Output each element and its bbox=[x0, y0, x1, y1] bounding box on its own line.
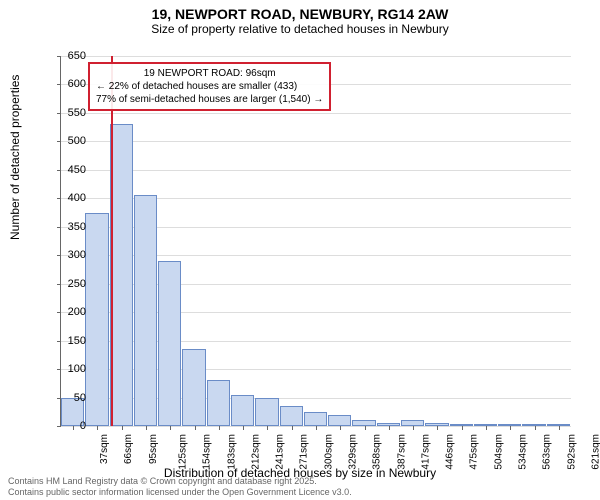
xtick-label: 183sqm bbox=[226, 434, 237, 470]
annotation-line3: 77% of semi-detached houses are larger (… bbox=[96, 93, 323, 106]
xtick-mark bbox=[146, 426, 147, 430]
ytick-label: 200 bbox=[56, 306, 86, 318]
ytick-label: 650 bbox=[56, 50, 86, 62]
xtick-label: 387sqm bbox=[396, 434, 407, 470]
xtick-label: 446sqm bbox=[445, 434, 456, 470]
xtick-label: 504sqm bbox=[493, 434, 504, 470]
xtick-mark bbox=[437, 426, 438, 430]
marker-line bbox=[111, 56, 113, 426]
annotation-line2: ← 22% of detached houses are smaller (43… bbox=[96, 80, 323, 93]
xtick-mark bbox=[97, 426, 98, 430]
gridline bbox=[61, 141, 571, 142]
ytick-label: 350 bbox=[56, 221, 86, 233]
xtick-mark bbox=[535, 426, 536, 430]
ytick-label: 250 bbox=[56, 278, 86, 290]
gridline bbox=[61, 113, 571, 114]
histogram-bar bbox=[207, 380, 230, 426]
xtick-label: 534sqm bbox=[518, 434, 529, 470]
chart-subtitle: Size of property relative to detached ho… bbox=[0, 22, 600, 36]
xtick-label: 241sqm bbox=[275, 434, 286, 470]
ytick-label: 500 bbox=[56, 135, 86, 147]
ytick-label: 50 bbox=[56, 392, 86, 404]
xtick-label: 417sqm bbox=[420, 434, 431, 470]
xtick-label: 358sqm bbox=[372, 434, 383, 470]
xtick-label: 475sqm bbox=[469, 434, 480, 470]
plot-area bbox=[60, 56, 571, 427]
xtick-label: 621sqm bbox=[590, 434, 600, 470]
xtick-label: 66sqm bbox=[123, 434, 134, 464]
xtick-label: 300sqm bbox=[323, 434, 334, 470]
annotation-line1: 19 NEWPORT ROAD: 96sqm bbox=[96, 67, 323, 80]
y-axis-label: Number of detached properties bbox=[8, 75, 22, 240]
xtick-mark bbox=[462, 426, 463, 430]
ytick-label: 550 bbox=[56, 107, 86, 119]
footer-attribution: Contains HM Land Registry data © Crown c… bbox=[8, 476, 352, 498]
histogram-bar bbox=[85, 213, 108, 426]
ytick-label: 450 bbox=[56, 164, 86, 176]
histogram-bar bbox=[134, 195, 157, 426]
xtick-label: 329sqm bbox=[348, 434, 359, 470]
xtick-mark bbox=[510, 426, 511, 430]
ytick-label: 150 bbox=[56, 335, 86, 347]
chart-container: 19, NEWPORT ROAD, NEWBURY, RG14 2AW Size… bbox=[0, 0, 600, 500]
annotation-box: 19 NEWPORT ROAD: 96sqm← 22% of detached … bbox=[88, 62, 331, 111]
xtick-mark bbox=[365, 426, 366, 430]
ytick-label: 600 bbox=[56, 78, 86, 90]
xtick-label: 592sqm bbox=[566, 434, 577, 470]
histogram-bar bbox=[280, 406, 303, 426]
xtick-label: 154sqm bbox=[202, 434, 213, 470]
xtick-mark bbox=[219, 426, 220, 430]
xtick-mark bbox=[486, 426, 487, 430]
footer-line2: Contains public sector information licen… bbox=[8, 487, 352, 498]
xtick-label: 563sqm bbox=[542, 434, 553, 470]
xtick-label: 125sqm bbox=[178, 434, 189, 470]
xtick-mark bbox=[170, 426, 171, 430]
xtick-label: 37sqm bbox=[99, 434, 110, 464]
xtick-mark bbox=[340, 426, 341, 430]
chart-title: 19, NEWPORT ROAD, NEWBURY, RG14 2AW bbox=[0, 0, 600, 22]
xtick-mark bbox=[389, 426, 390, 430]
histogram-bar bbox=[158, 261, 181, 426]
histogram-bar bbox=[304, 412, 327, 426]
ytick-label: 100 bbox=[56, 363, 86, 375]
xtick-mark bbox=[267, 426, 268, 430]
xtick-label: 95sqm bbox=[148, 434, 159, 464]
histogram-bar bbox=[231, 395, 254, 426]
xtick-mark bbox=[243, 426, 244, 430]
footer-line1: Contains HM Land Registry data © Crown c… bbox=[8, 476, 352, 487]
histogram-bar bbox=[255, 398, 278, 426]
ytick-label: 300 bbox=[56, 249, 86, 261]
gridline bbox=[61, 170, 571, 171]
histogram-bar bbox=[182, 349, 205, 426]
xtick-label: 271sqm bbox=[299, 434, 310, 470]
ytick-label: 0 bbox=[56, 420, 86, 432]
gridline bbox=[61, 56, 571, 57]
xtick-mark bbox=[122, 426, 123, 430]
xtick-mark bbox=[559, 426, 560, 430]
xtick-mark bbox=[316, 426, 317, 430]
xtick-mark bbox=[292, 426, 293, 430]
xtick-label: 212sqm bbox=[250, 434, 261, 470]
histogram-bar bbox=[328, 415, 351, 426]
xtick-mark bbox=[413, 426, 414, 430]
xtick-mark bbox=[195, 426, 196, 430]
ytick-label: 400 bbox=[56, 192, 86, 204]
